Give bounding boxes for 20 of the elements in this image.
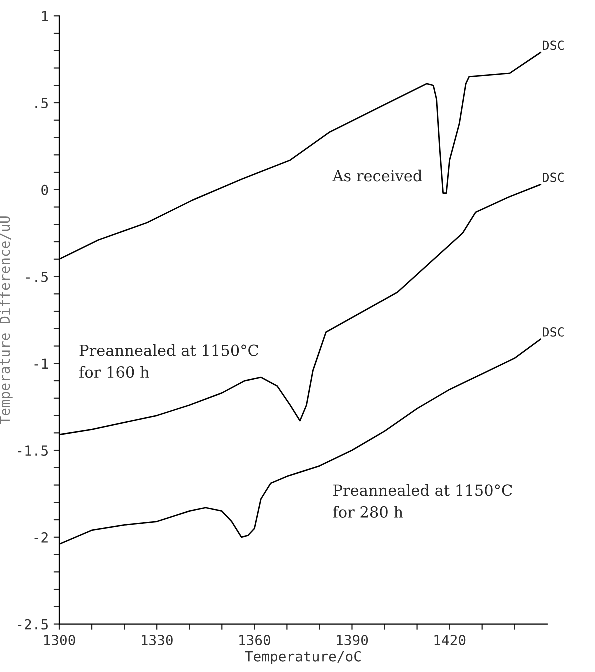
series-label: Preannealed at 1150°C for 280 h [333, 484, 512, 518]
x-axis-title: Temperature/oC [245, 651, 361, 665]
y-tick-label: -2 [34, 532, 48, 543]
annotation: DSC [543, 327, 564, 337]
y-tick-label: .5 [36, 98, 48, 109]
annotation: DSC [543, 172, 564, 182]
y-tick-label: -1.5 [18, 446, 48, 456]
x-tick-label: 1420 [434, 635, 466, 646]
x-tick-label: 1390 [337, 635, 368, 646]
x-tick-label: 1360 [240, 635, 270, 646]
y-tick-label: 0 [42, 184, 48, 196]
y-tick-label: 1 [42, 11, 48, 22]
x-tick-label: 1330 [142, 635, 173, 646]
y-tick-label: -2.5 [18, 619, 48, 630]
series-label: Preannealed at 1150°C for 160 h [80, 344, 259, 378]
annotation: DSC [543, 40, 564, 50]
x-tick-label: 1300 [44, 635, 76, 646]
y-tick-label: -.5 [26, 272, 48, 282]
series-label: As received [332, 170, 422, 182]
y-tick-label: -1 [34, 358, 48, 369]
